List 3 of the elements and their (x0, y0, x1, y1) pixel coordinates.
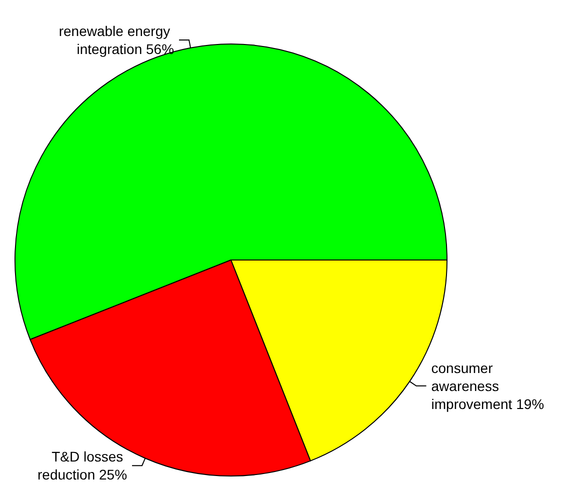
slice-label: T&D losses reduction 25% (38, 448, 128, 483)
slice-label: renewable energy integration 56% (58, 22, 174, 57)
slice-label: consumer awareness improvement 19% (431, 360, 544, 412)
